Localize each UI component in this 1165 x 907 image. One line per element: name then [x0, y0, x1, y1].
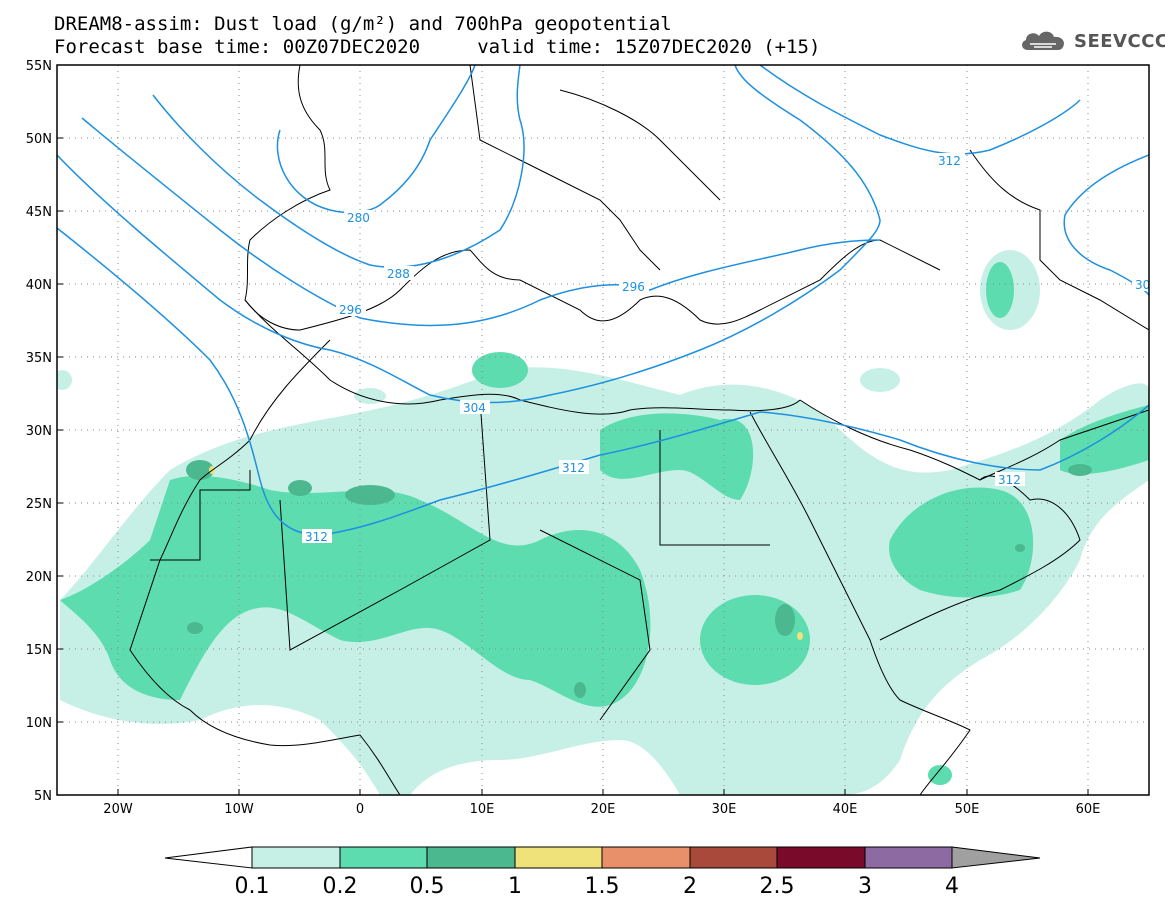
axis-ticks	[57, 64, 1089, 796]
colorbar-label: 0.5	[410, 874, 445, 899]
lat-label: 10N	[26, 716, 52, 731]
colorbar-swatch-2	[426, 846, 516, 869]
geopotential-contour-labels: 280 288 296 296 304 312 312 312 312 30	[302, 153, 1150, 544]
lon-label: 10W	[224, 802, 254, 817]
map-title: DREAM8-assim: Dust load (g/m²) and 700hP…	[54, 13, 672, 35]
lat-label: 35N	[26, 351, 52, 366]
lat-label: 50N	[26, 132, 52, 147]
lat-label: 40N	[26, 278, 52, 293]
colorbar	[164, 846, 1041, 869]
lon-label: 20W	[103, 802, 133, 817]
lat-lon-grid	[57, 65, 1149, 795]
colorbar-swatch-4	[601, 846, 691, 869]
contour-label-30-partial: 30	[1135, 278, 1150, 292]
lon-label: 60E	[1076, 802, 1101, 817]
colorbar-label: 1	[508, 874, 522, 899]
colorbar-low-arrow	[164, 846, 253, 869]
logo-text: SEEVCCC	[1074, 30, 1165, 52]
lon-label: 50E	[955, 802, 980, 817]
lon-label: 0	[356, 802, 364, 817]
lat-label: 20N	[26, 570, 52, 585]
lon-label: 40E	[833, 802, 858, 817]
colorbar-label: 2.5	[760, 874, 795, 899]
colorbar-labels: 0.1 0.2 0.5 1 1.5 2 2.5 3 4	[235, 874, 960, 899]
lon-label: 10E	[470, 802, 495, 817]
lat-label: 30N	[26, 424, 52, 439]
colorbar-label: 2	[683, 874, 697, 899]
lat-label: 15N	[26, 643, 52, 658]
lat-label: 25N	[26, 497, 52, 512]
contour-label-304: 304	[463, 401, 486, 415]
contour-label-280: 280	[347, 211, 370, 225]
contour-label-296-west: 296	[339, 303, 362, 317]
contour-label-312-east: 312	[998, 473, 1021, 487]
map-layer: 280 288 296 296 304 312 312 312 312 30	[57, 65, 1150, 795]
colorbar-label: 0.2	[323, 874, 358, 899]
colorbar-label: 4	[945, 874, 959, 899]
colorbar-swatch-6	[776, 846, 866, 869]
colorbar-label: 0.1	[235, 874, 270, 899]
cloud-icon	[1022, 31, 1064, 50]
colorbar-swatch-0	[251, 846, 341, 869]
lat-label: 55N	[26, 59, 52, 74]
latitude-labels: 55N 50N 45N 40N 35N 30N 25N 20N 15N 10N …	[26, 59, 52, 804]
forecast-time-line: Forecast base time: 00Z07DEC2020 valid t…	[54, 36, 821, 58]
colorbar-swatch-1	[339, 846, 428, 869]
contour-label-288: 288	[387, 267, 410, 281]
lat-label: 5N	[34, 789, 52, 804]
colorbar-label: 1.5	[585, 874, 620, 899]
contour-label-312-center: 312	[562, 461, 585, 475]
dust-dense-field	[186, 460, 1092, 698]
lon-label: 30E	[712, 802, 737, 817]
lon-label: 20E	[591, 802, 616, 817]
lat-label: 45N	[26, 205, 52, 220]
contour-label-312-west: 312	[305, 530, 328, 544]
colorbar-swatch-3	[514, 846, 603, 869]
colorbar-label: 3	[858, 874, 872, 899]
longitude-labels: 20W 10W 0 10E 20E 30E 40E 50E 60E	[103, 802, 1100, 817]
seevccc-logo: SEEVCCC	[1018, 28, 1165, 54]
contour-label-296-east: 296	[622, 280, 645, 294]
colorbar-swatch-5	[689, 846, 778, 869]
colorbar-swatch-7	[864, 846, 953, 869]
colorbar-high-arrow	[951, 846, 1041, 869]
contour-label-312-north: 312	[938, 154, 961, 168]
